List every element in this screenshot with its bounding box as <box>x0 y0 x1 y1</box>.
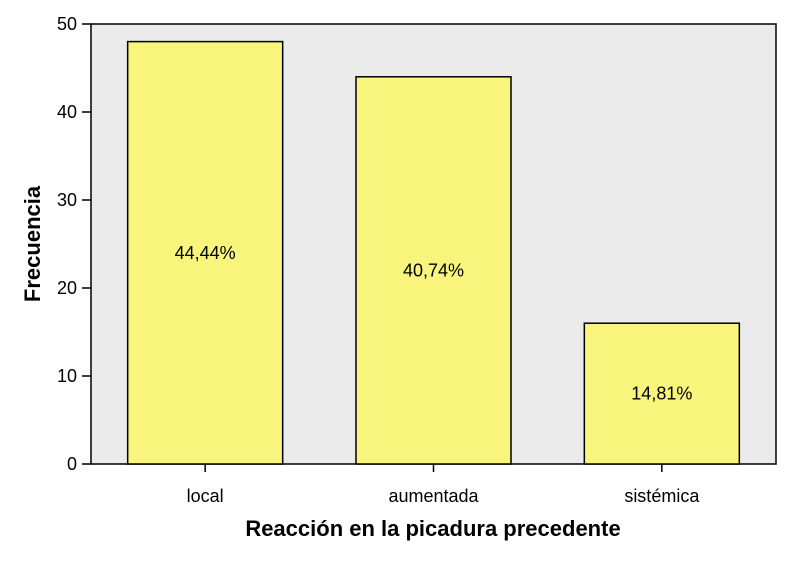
y-tick-label: 50 <box>57 14 77 34</box>
data-labels: 44,44% 40,74% 14,81% <box>175 243 693 404</box>
bar-2 <box>583 322 741 465</box>
y-axis-title: Frecuencia <box>20 185 45 302</box>
y-tick-label: 10 <box>57 366 77 386</box>
x-tick-label: local <box>187 486 224 506</box>
x-tick-label: sistémica <box>624 486 700 506</box>
bar-data-label: 44,44% <box>175 243 236 263</box>
x-tick-label: aumentada <box>388 486 479 506</box>
bar-data-label: 14,81% <box>631 384 692 404</box>
bar-0 <box>126 40 284 465</box>
bar-1 <box>355 76 512 465</box>
x-axis: local aumentada sistémica <box>187 464 700 506</box>
y-tick-label: 20 <box>57 278 77 298</box>
x-axis-title: Reacción en la picadura precedente <box>245 516 620 541</box>
y-tick-label: 0 <box>67 454 77 474</box>
bar-data-label: 40,74% <box>403 260 464 280</box>
y-tick-label: 30 <box>57 190 77 210</box>
y-axis: 0 10 20 30 40 50 <box>57 14 91 474</box>
y-tick-label: 40 <box>57 102 77 122</box>
bars <box>126 40 741 465</box>
